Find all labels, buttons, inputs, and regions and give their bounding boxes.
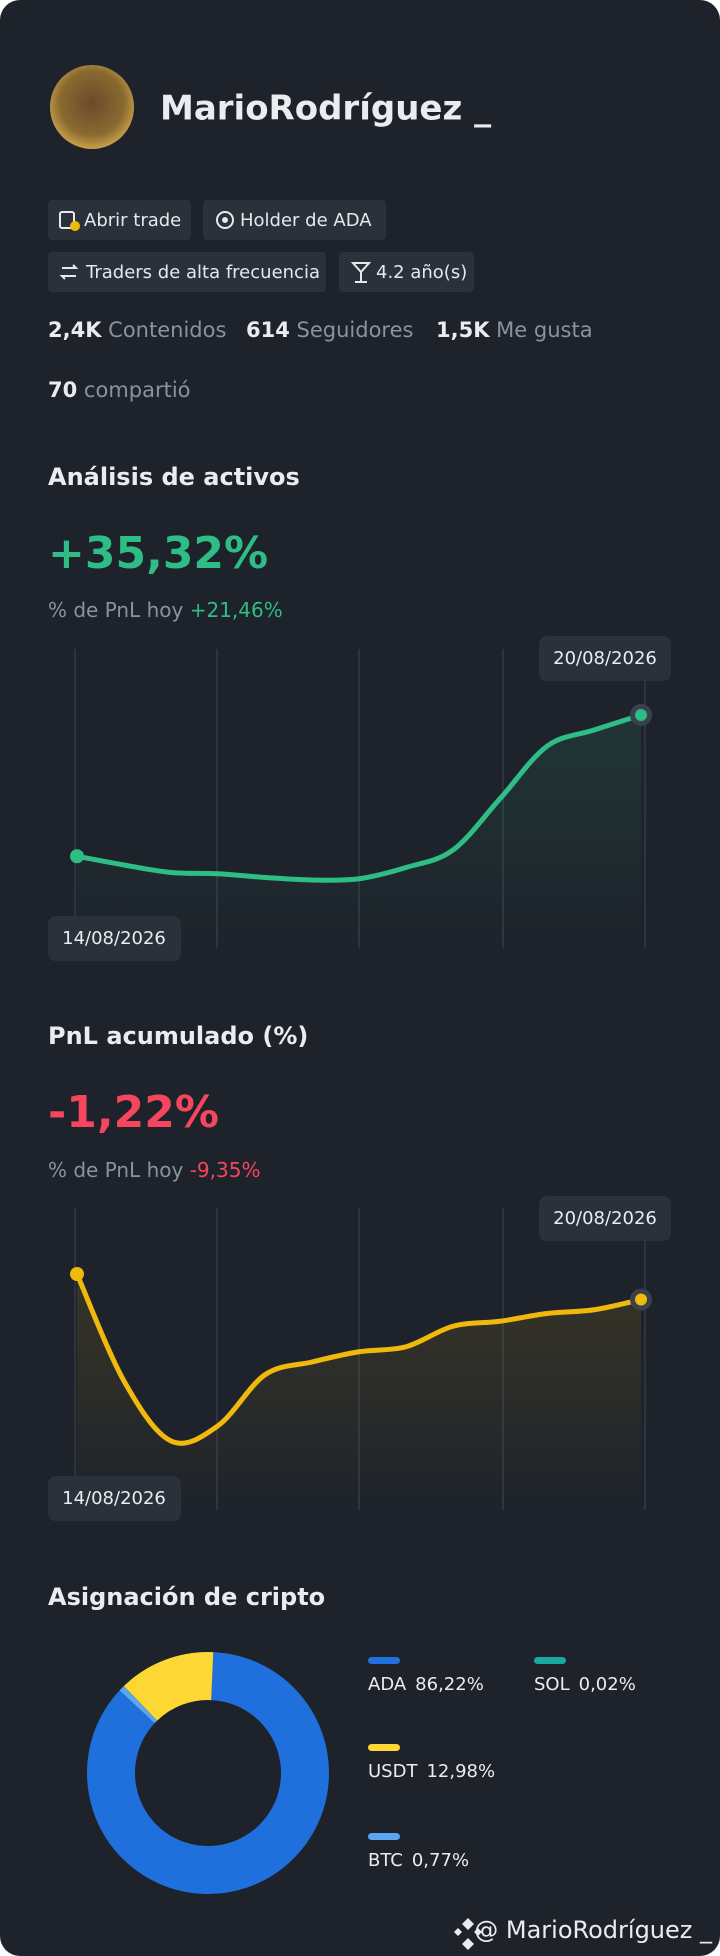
legend-value: 0,77% bbox=[412, 1850, 469, 1871]
stat-value: 614 bbox=[246, 318, 290, 342]
pnl-value: -1,22% bbox=[48, 1087, 219, 1138]
stat-label: Contenidos bbox=[108, 318, 226, 342]
legend-label: ADA bbox=[368, 1674, 407, 1695]
stat: 70 compartió bbox=[48, 378, 191, 402]
pnl-today-label: % de PnL hoy bbox=[48, 598, 184, 622]
pnl-today: % de PnL hoy -9,35% bbox=[48, 1158, 260, 1182]
footer-handle: @ MarioRodríguez _ bbox=[474, 1916, 713, 1944]
legend-label: USDT bbox=[368, 1761, 418, 1782]
profile-name: MarioRodríguez _ bbox=[160, 89, 491, 129]
stat-value: 70 bbox=[48, 378, 77, 402]
pnl-today: % de PnL hoy +21,46% bbox=[48, 598, 283, 622]
line-area bbox=[77, 1274, 641, 1510]
tag-icon bbox=[222, 217, 228, 223]
start-point bbox=[70, 849, 84, 864]
end-date: 20/08/2026 bbox=[553, 648, 657, 669]
section-title: Análisis de activos bbox=[48, 463, 300, 491]
legend-value: 86,22% bbox=[415, 1674, 484, 1695]
legend-label: SOL bbox=[534, 1674, 570, 1695]
tag-icon bbox=[70, 221, 80, 231]
tag-icon bbox=[216, 211, 234, 229]
tag-label: 4.2 año(s) bbox=[376, 262, 467, 283]
date-label-box bbox=[48, 1476, 181, 1521]
tag-icon bbox=[59, 211, 75, 229]
tag[interactable] bbox=[48, 200, 191, 240]
pnl-value: +35,32% bbox=[48, 528, 268, 579]
date-label-box bbox=[539, 636, 671, 681]
stat: 1,5K Me gusta bbox=[436, 318, 593, 342]
legend-swatch bbox=[534, 1657, 566, 1664]
legend-label: BTC bbox=[368, 1850, 403, 1871]
legend-value: 0,02% bbox=[579, 1674, 636, 1695]
tag[interactable] bbox=[48, 252, 326, 292]
donut-segment bbox=[87, 1652, 329, 1894]
start-date: 14/08/2026 bbox=[62, 928, 166, 949]
line-area bbox=[77, 715, 641, 948]
end-date: 20/08/2026 bbox=[553, 1208, 657, 1229]
stat-label: Seguidores bbox=[297, 318, 414, 342]
tag[interactable] bbox=[203, 200, 386, 240]
date-label-box bbox=[539, 1196, 671, 1241]
section-title: PnL acumulado (%) bbox=[48, 1022, 308, 1050]
end-point bbox=[635, 1293, 647, 1306]
legend-swatch bbox=[368, 1657, 400, 1664]
stats: 2,4K Contenidos 614 Seguidores 1,5K Me g… bbox=[48, 318, 593, 402]
legend-swatch bbox=[368, 1744, 400, 1751]
date-label-box bbox=[48, 916, 181, 961]
tag[interactable] bbox=[339, 252, 474, 292]
stat: 614 Seguidores bbox=[246, 318, 413, 342]
line bbox=[74, 712, 644, 883]
tag-label: Abrir trade bbox=[84, 210, 181, 231]
line bbox=[74, 1271, 644, 1446]
tag-label: Traders de alta frecuencia bbox=[85, 262, 320, 283]
tags: Abrir trade Holder de ADA Traders de alt… bbox=[48, 200, 474, 292]
stat-label: compartió bbox=[84, 378, 191, 402]
binance-logo bbox=[454, 1918, 482, 1950]
stat-value: 1,5K bbox=[436, 318, 490, 342]
footer: @ MarioRodríguez _ bbox=[454, 1916, 713, 1950]
stat-value: 2,4K bbox=[48, 318, 102, 342]
legend-value: 12,98% bbox=[426, 1761, 495, 1782]
tag-label: Holder de ADA bbox=[240, 210, 372, 231]
end-point bbox=[635, 709, 647, 721]
stat: 2,4K Contenidos bbox=[48, 318, 226, 342]
stat-label: Me gusta bbox=[496, 318, 592, 342]
tag-icon bbox=[350, 262, 372, 283]
pnl-today-label: % de PnL hoy bbox=[48, 1158, 184, 1182]
pnl-today-value: -9,35% bbox=[190, 1158, 261, 1182]
pnl-today-value: +21,46% bbox=[190, 598, 283, 622]
start-point bbox=[70, 1267, 84, 1281]
section-title: Asignación de cripto bbox=[48, 1583, 325, 1611]
legend-swatch bbox=[368, 1833, 400, 1840]
start-date: 14/08/2026 bbox=[62, 1488, 166, 1509]
avatar[interactable] bbox=[50, 65, 134, 149]
tag-icon bbox=[59, 264, 79, 280]
